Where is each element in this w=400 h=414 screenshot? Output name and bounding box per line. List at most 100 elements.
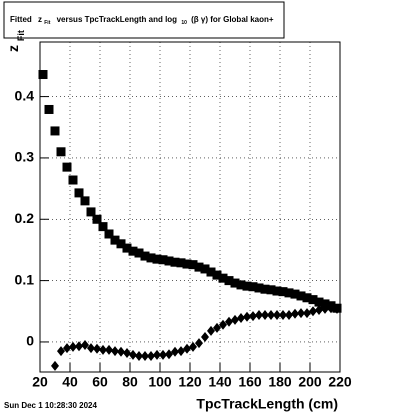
diamond-marker	[207, 325, 215, 336]
diamond-marker	[51, 360, 59, 371]
square-marker	[176, 258, 186, 268]
diamond-marker	[183, 343, 191, 354]
diamond-marker	[63, 343, 71, 354]
square-marker	[152, 254, 162, 264]
x-tick-label: 20	[32, 374, 48, 390]
title-text: Fitted	[10, 15, 32, 24]
square-marker	[44, 104, 54, 114]
title-box	[3, 1, 285, 39]
y-tick-label: 0.1	[15, 271, 35, 287]
title-text: z	[38, 15, 42, 24]
diamond-marker	[315, 305, 323, 316]
diamond-marker	[129, 349, 137, 360]
y-tick-label: 0.2	[15, 210, 35, 226]
diamond-marker	[267, 309, 275, 320]
plot-frame	[39, 41, 341, 373]
square-marker	[182, 259, 192, 269]
square-marker	[290, 289, 300, 299]
square-marker	[62, 162, 72, 172]
square-marker	[308, 295, 318, 305]
timestamp: Sun Dec 1 10:28:30 2024	[4, 401, 97, 410]
square-marker	[242, 281, 252, 291]
square-marker	[50, 126, 60, 136]
diamond-marker	[255, 309, 263, 320]
diamond-marker	[279, 309, 287, 320]
diamond-marker	[231, 314, 239, 325]
chart-title: Fitted z Fit versus TpcTrackLength and l…	[10, 15, 274, 27]
diamond-marker	[333, 303, 341, 314]
square-marker	[278, 287, 288, 297]
diamond-marker	[177, 346, 185, 357]
square-marker	[38, 70, 48, 80]
y-tick-label: 0.3	[15, 149, 35, 165]
square-marker	[224, 276, 234, 286]
square-marker	[140, 251, 150, 261]
diamond-marker	[159, 349, 167, 360]
square-marker	[254, 283, 264, 293]
square-marker	[158, 255, 168, 265]
x-tick-label: 60	[92, 374, 108, 390]
x-tick-label: 120	[178, 374, 202, 390]
square-marker	[314, 297, 324, 307]
diamond-marker	[81, 340, 89, 351]
square-marker	[218, 273, 228, 283]
diamond-marker	[273, 309, 281, 320]
diamond-marker	[303, 308, 311, 319]
square-marker	[248, 282, 258, 292]
diamond-marker	[93, 343, 101, 354]
square-marker	[236, 280, 246, 290]
square-marker	[230, 278, 240, 288]
diamond-marker	[135, 351, 143, 362]
y-axis-label: z Fit	[5, 30, 27, 52]
x-tick-label: 220	[328, 374, 352, 390]
square-marker	[296, 291, 306, 301]
diamond-marker	[237, 313, 245, 324]
diamond-marker	[261, 309, 269, 320]
diamond-marker	[321, 303, 329, 314]
square-marker	[188, 260, 198, 270]
diamond-marker	[117, 346, 125, 357]
square-marker	[212, 270, 222, 280]
square-marker	[134, 248, 144, 258]
square-marker	[170, 257, 180, 267]
square-marker	[80, 196, 90, 206]
diamond-marker	[69, 341, 77, 352]
square-marker	[194, 262, 204, 272]
diamond-marker	[243, 311, 251, 322]
x-axis-label: TpcTrackLength (cm)	[196, 396, 338, 412]
square-marker	[206, 267, 216, 277]
y-label-text: Fit	[16, 30, 26, 41]
square-marker	[92, 214, 102, 224]
diamond-marker	[99, 344, 107, 355]
x-tick-label: 180	[268, 374, 292, 390]
diamond-marker	[327, 303, 335, 314]
y-label-text: z	[5, 45, 21, 52]
square-marker	[200, 264, 210, 274]
square-marker	[116, 239, 126, 249]
x-tick-label: 140	[208, 374, 232, 390]
diamond-marker	[201, 332, 209, 343]
diamond-marker	[189, 341, 197, 352]
x-tick-label: 100	[148, 374, 172, 390]
square-marker	[122, 243, 132, 253]
square-marker	[128, 246, 138, 256]
square-marker	[266, 285, 276, 295]
diamond-marker	[141, 351, 149, 362]
y-tick-label: 0	[26, 333, 34, 349]
diamond-marker	[285, 309, 293, 320]
title-text: (β γ) for Global kaon+	[191, 15, 274, 24]
x-tick-label: 80	[122, 374, 138, 390]
diamond-marker	[195, 338, 203, 349]
diamond-marker	[297, 308, 305, 319]
diamond-marker	[249, 311, 257, 322]
diamond-marker	[153, 349, 161, 360]
square-marker	[104, 229, 114, 239]
diamond-marker	[219, 319, 227, 330]
diamond-marker	[87, 343, 95, 354]
square-marker	[86, 207, 96, 217]
y-tick-label: 0.4	[15, 87, 35, 103]
diamond-marker	[309, 306, 317, 317]
square-marker	[272, 286, 282, 296]
square-marker	[146, 253, 156, 263]
